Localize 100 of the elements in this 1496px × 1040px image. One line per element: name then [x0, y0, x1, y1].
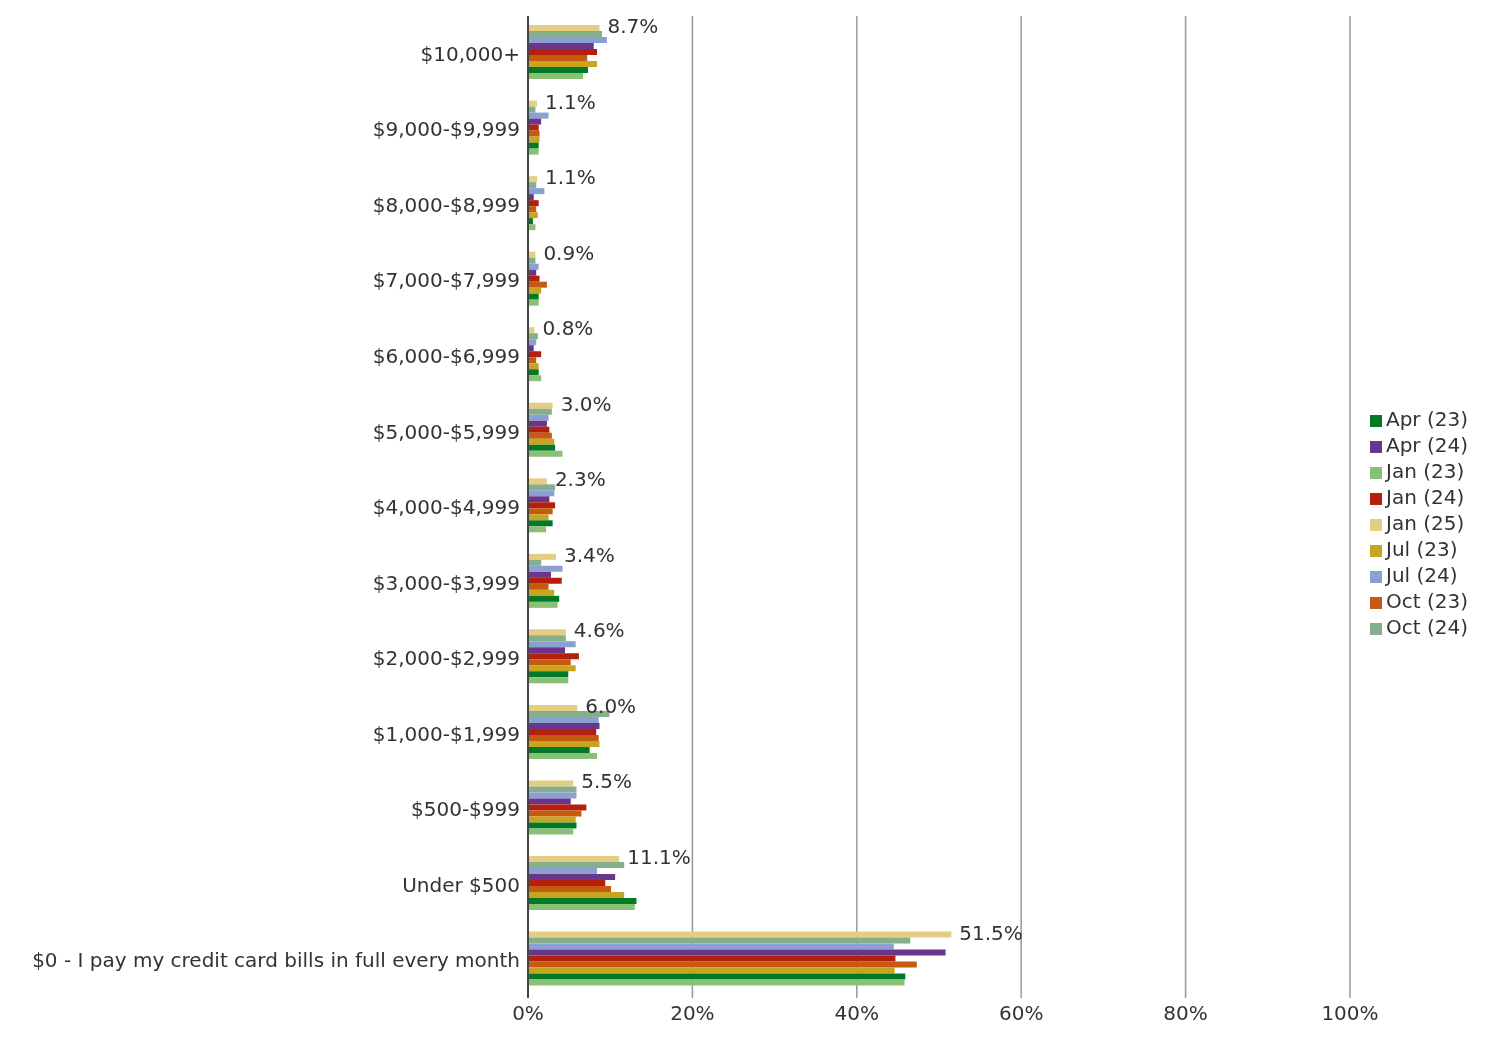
y-tick-label: $9,000-$9,999 [372, 117, 520, 142]
bar [528, 67, 588, 74]
legend-label: Oct (24) [1385, 615, 1468, 639]
y-tick-label: $2,000-$2,999 [372, 646, 520, 671]
bar [528, 716, 599, 723]
legend-label: Oct (23) [1385, 589, 1468, 613]
bar [528, 553, 556, 560]
bar [528, 704, 578, 711]
bar [528, 432, 552, 439]
bar [528, 351, 542, 358]
bar [528, 780, 574, 787]
bar [528, 43, 594, 50]
bar [528, 671, 569, 678]
bar [528, 804, 587, 811]
bar [528, 595, 560, 602]
data-label: 0.9% [543, 240, 595, 265]
bar [528, 589, 555, 596]
bar [528, 855, 620, 862]
legend-label: Jan (24) [1385, 485, 1465, 509]
bar [528, 734, 599, 741]
bar [528, 275, 540, 282]
bar [528, 786, 577, 793]
bar [528, 967, 895, 974]
bar [528, 502, 556, 509]
bar [528, 873, 616, 880]
bar [528, 148, 539, 155]
bar [528, 136, 540, 143]
bar [528, 647, 565, 654]
y-tick-label: $7,000-$7,999 [372, 268, 520, 293]
bar [528, 490, 555, 497]
data-label: 8.7% [607, 14, 659, 39]
bar [528, 665, 576, 672]
data-label: 3.0% [560, 391, 612, 416]
bar [528, 861, 625, 868]
bar [528, 327, 535, 334]
bar [528, 484, 556, 491]
legend-label: Jan (25) [1385, 511, 1465, 535]
y-tick-label: $0 - I pay my credit card bills in full every month [32, 948, 520, 973]
bar [528, 943, 894, 950]
data-label: 2.3% [554, 467, 606, 492]
bar [528, 931, 952, 938]
x-tick-label: 60% [998, 1001, 1044, 1026]
bar [528, 792, 577, 799]
bar [528, 879, 606, 886]
bar [528, 740, 600, 747]
y-tick-label: $1,000-$1,999 [372, 721, 520, 746]
bar [528, 752, 598, 759]
bar [528, 867, 598, 874]
data-label: 3.4% [563, 542, 615, 567]
bar [528, 55, 588, 62]
bar [528, 897, 637, 904]
bar [528, 559, 542, 566]
bar [528, 414, 549, 421]
bar [528, 937, 911, 944]
data-label: 6.0% [585, 693, 637, 718]
bar [528, 885, 612, 892]
bar [528, 130, 540, 137]
bar [528, 746, 590, 753]
bar [528, 728, 597, 735]
bar [528, 438, 555, 445]
bar [528, 635, 566, 642]
bar [528, 508, 553, 515]
bar [528, 891, 625, 898]
legend-label: Jan (23) [1385, 459, 1465, 483]
bar [528, 188, 545, 195]
bar [528, 420, 547, 427]
bar [528, 478, 547, 485]
bar [528, 299, 539, 306]
y-tick-label: $4,000-$4,999 [372, 495, 520, 520]
bar [528, 601, 558, 608]
bar [528, 816, 576, 823]
data-label: 51.5% [959, 920, 1023, 945]
bar [528, 514, 549, 521]
bar [528, 520, 553, 527]
bar [528, 25, 600, 32]
bar [528, 810, 582, 817]
bar [528, 577, 562, 584]
bar [528, 979, 905, 986]
data-label: 1.1% [545, 165, 596, 190]
bar [528, 124, 539, 131]
legend-label: Apr (23) [1385, 407, 1468, 431]
legend-label: Jul (24) [1385, 563, 1458, 587]
bar [528, 973, 906, 980]
bar [528, 49, 598, 56]
bar [528, 583, 549, 590]
bar [528, 112, 549, 119]
data-label: 11.1% [627, 844, 691, 869]
bar [528, 641, 576, 648]
bar [528, 369, 539, 376]
bar [528, 526, 547, 533]
bar [528, 571, 552, 578]
x-tick-label: 80% [1163, 1001, 1208, 1026]
bar [528, 263, 539, 270]
x-tick-label: 40% [834, 1001, 880, 1026]
bar [528, 118, 542, 125]
bar [528, 496, 550, 503]
x-tick-label: 20% [670, 1001, 715, 1026]
data-label: 1.1% [545, 89, 596, 114]
bar [528, 293, 539, 300]
bar [528, 408, 552, 415]
